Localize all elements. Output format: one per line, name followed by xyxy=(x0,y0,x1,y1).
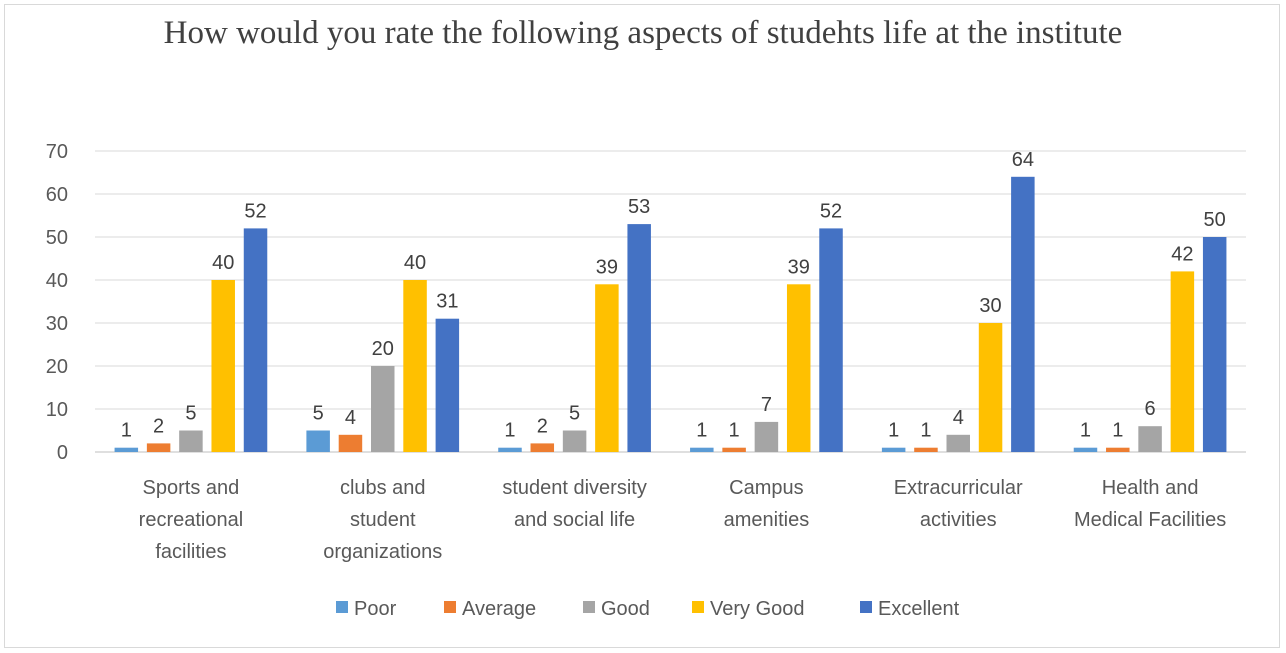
data-label: 30 xyxy=(979,295,1001,317)
chart-title: How would you rate the following aspects… xyxy=(163,15,1123,51)
bar xyxy=(978,323,1003,452)
y-tick-label: 30 xyxy=(46,313,68,335)
bar xyxy=(1011,176,1035,453)
data-label: 4 xyxy=(345,407,356,429)
bar xyxy=(754,421,779,452)
bar xyxy=(722,447,746,452)
legend-label: Very Good xyxy=(710,598,805,620)
x-tick-label: student xyxy=(350,509,416,531)
y-tick-label: 50 xyxy=(46,227,68,249)
bar xyxy=(306,430,330,452)
bar xyxy=(819,228,843,452)
bar xyxy=(243,228,268,452)
bar xyxy=(435,318,460,452)
bar xyxy=(786,284,811,452)
legend-swatch xyxy=(444,601,456,613)
data-label: 2 xyxy=(153,415,164,437)
data-label: 6 xyxy=(1145,398,1156,420)
legend-swatch xyxy=(692,601,704,613)
data-label: 53 xyxy=(628,196,650,218)
data-label: 52 xyxy=(244,200,266,222)
x-tick-label: Sports and xyxy=(143,477,240,499)
bar xyxy=(881,447,906,452)
bar xyxy=(1138,426,1162,452)
bar xyxy=(595,284,619,452)
data-label: 1 xyxy=(1112,420,1123,442)
data-label: 39 xyxy=(596,256,618,278)
bar xyxy=(146,443,171,452)
data-label: 4 xyxy=(953,407,964,429)
y-tick-label: 20 xyxy=(46,356,68,378)
bar xyxy=(627,224,651,452)
x-tick-label: activities xyxy=(920,509,997,531)
x-tick-label: Medical Facilities xyxy=(1074,509,1226,531)
x-tick-label: clubs and xyxy=(340,477,426,499)
data-label: 7 xyxy=(761,394,772,416)
bar xyxy=(1202,237,1227,452)
data-label: 20 xyxy=(372,338,394,360)
legend-swatch xyxy=(583,601,595,613)
y-tick-label: 60 xyxy=(46,184,68,206)
x-tick-label: and social life xyxy=(514,509,635,531)
data-label: 31 xyxy=(436,291,458,313)
data-label: 5 xyxy=(185,403,196,425)
data-label: 1 xyxy=(696,420,707,442)
legend-label: Average xyxy=(462,598,536,620)
data-label: 40 xyxy=(212,252,234,274)
y-tick-label: 10 xyxy=(46,399,68,421)
data-label: 5 xyxy=(313,403,324,425)
x-tick-label: student diversity xyxy=(502,477,647,499)
data-label: 1 xyxy=(888,420,899,442)
bar xyxy=(530,443,555,452)
bar xyxy=(690,447,714,452)
bar xyxy=(562,430,587,452)
y-tick-label: 0 xyxy=(57,442,68,464)
legend-swatch xyxy=(336,601,348,613)
data-label: 1 xyxy=(121,420,132,442)
bar xyxy=(114,447,139,452)
x-tick-label: facilities xyxy=(155,541,226,563)
legend-label: Good xyxy=(601,598,650,620)
bar xyxy=(946,434,970,452)
data-label: 1 xyxy=(920,420,931,442)
bar xyxy=(338,434,363,452)
bar xyxy=(1106,447,1130,452)
x-tick-label: organizations xyxy=(323,541,442,563)
x-tick-label: Campus xyxy=(729,477,803,499)
data-label: 2 xyxy=(537,415,548,437)
bar xyxy=(211,280,235,452)
y-tick-label: 40 xyxy=(46,270,68,292)
data-label: 50 xyxy=(1204,209,1226,231)
bar xyxy=(403,280,427,452)
legend-label: Excellent xyxy=(878,598,960,620)
legend-label: Poor xyxy=(354,598,397,620)
data-label: 64 xyxy=(1012,149,1034,171)
data-label: 1 xyxy=(504,420,515,442)
x-tick-label: Health and xyxy=(1102,477,1199,499)
bar xyxy=(371,366,395,452)
data-label: 52 xyxy=(820,200,842,222)
bar xyxy=(179,430,203,452)
x-tick-label: Extracurricular xyxy=(894,477,1023,499)
data-label: 42 xyxy=(1171,243,1193,265)
bar xyxy=(914,447,938,452)
x-tick-label: recreational xyxy=(139,509,244,531)
data-label: 1 xyxy=(1080,420,1091,442)
data-label: 40 xyxy=(404,252,426,274)
data-label: 5 xyxy=(569,403,580,425)
data-label: 39 xyxy=(788,256,810,278)
legend-swatch xyxy=(860,601,872,613)
x-tick-label: amenities xyxy=(724,509,810,531)
y-tick-label: 70 xyxy=(46,141,68,163)
chart-frame xyxy=(4,4,1280,648)
data-label: 1 xyxy=(729,420,740,442)
bar xyxy=(1073,447,1098,452)
bar xyxy=(1170,271,1195,452)
bar xyxy=(498,447,522,452)
